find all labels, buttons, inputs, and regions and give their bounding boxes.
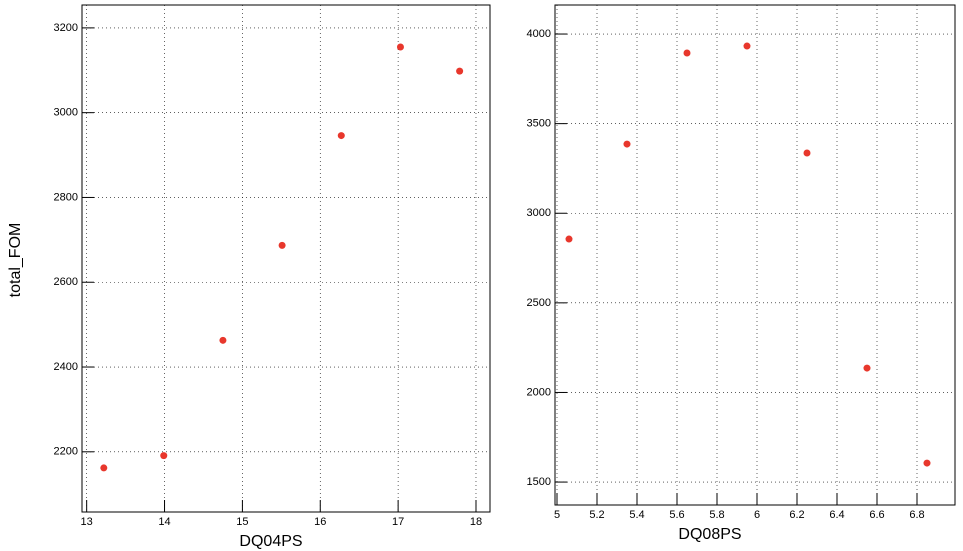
x-tick-label: 6.6 [869, 509, 884, 521]
y-axis-title: total_FOM [7, 223, 24, 298]
x-tick-label: 6.8 [909, 509, 924, 521]
y-tick-label: 3000 [527, 207, 551, 219]
x-tick-label: 13 [81, 516, 93, 528]
point [683, 49, 691, 57]
y-tick-label: 2400 [54, 361, 78, 373]
x-axis-title: DQ04PS [239, 533, 302, 550]
point [456, 67, 464, 75]
y-tick-label: 3200 [54, 22, 78, 34]
x-tick-label: 5.8 [709, 509, 724, 521]
point [160, 452, 168, 460]
y-tick-label: 2600 [54, 276, 78, 288]
point [743, 42, 751, 50]
x-tick-label: 6 [754, 509, 760, 521]
y-tick-label: 3000 [54, 107, 78, 119]
point [863, 364, 871, 372]
point [623, 140, 631, 148]
point [803, 149, 811, 157]
y-tick-label: 2000 [527, 386, 551, 398]
x-tick-label: 16 [314, 516, 326, 528]
plot-frame [554, 4, 956, 506]
y-tick-label: 1500 [527, 476, 551, 488]
point [337, 132, 345, 140]
plot-frame [81, 4, 491, 513]
y-tick-label: 2200 [54, 446, 78, 458]
x-tick-label: 6.2 [789, 509, 804, 521]
y-tick-label: 2800 [54, 191, 78, 203]
point [396, 43, 404, 51]
point [100, 464, 108, 472]
x-tick-label: 17 [392, 516, 404, 528]
point [923, 459, 931, 467]
x-tick-label: 5.6 [669, 509, 684, 521]
x-tick-label: 5 [554, 509, 560, 521]
y-tick-label: 2500 [527, 297, 551, 309]
y-tick-label: 3500 [527, 118, 551, 130]
x-tick-label: 15 [236, 516, 248, 528]
x-tick-label: 5.4 [629, 509, 644, 521]
x-tick-label: 5.2 [589, 509, 604, 521]
x-tick-label: 6.4 [829, 509, 844, 521]
x-tick-label: 18 [470, 516, 482, 528]
point [278, 241, 286, 249]
x-axis-title: DQ08PS [678, 526, 741, 543]
y-tick-label: 4000 [527, 28, 551, 40]
point [219, 336, 227, 344]
point [565, 235, 573, 243]
x-tick-label: 14 [158, 516, 170, 528]
